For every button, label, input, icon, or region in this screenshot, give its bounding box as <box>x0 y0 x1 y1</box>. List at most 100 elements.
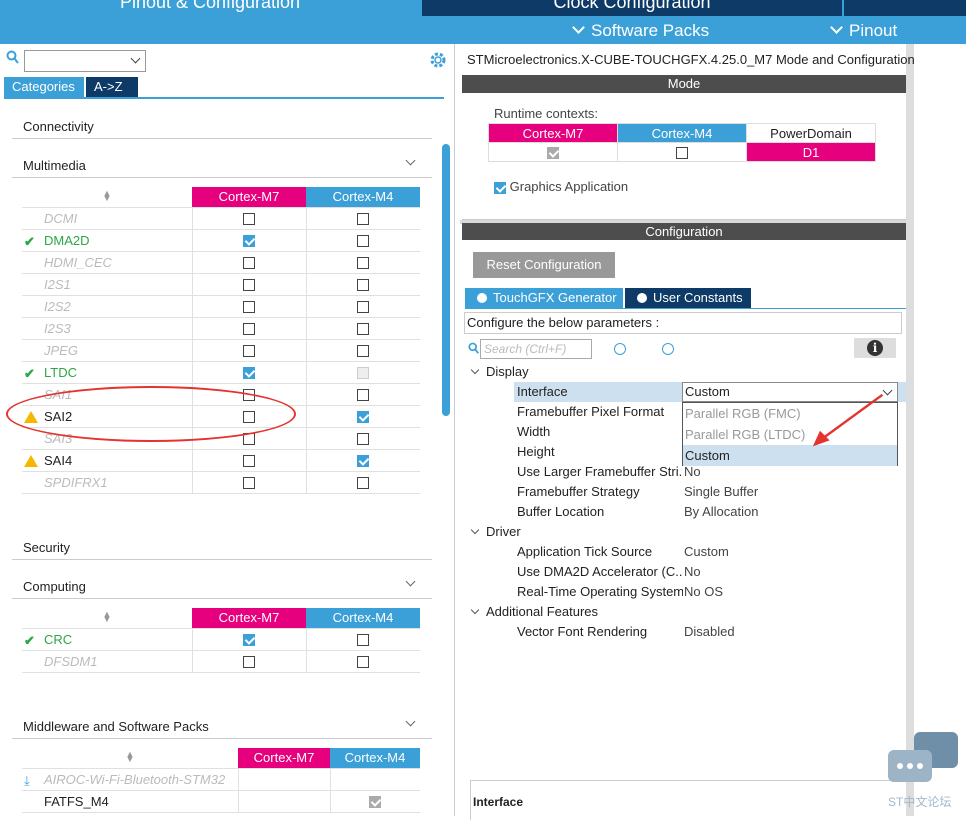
param-value[interactable]: Single Buffer <box>684 484 759 499</box>
interface-dropdown[interactable]: Custom <box>682 382 898 402</box>
previous-result-icon[interactable] <box>614 343 626 355</box>
section-computing[interactable]: Computing <box>12 573 432 599</box>
cortex-m4-checkbox[interactable] <box>357 656 370 669</box>
reset-configuration-button[interactable]: Reset Configuration <box>473 252 615 278</box>
gear-icon[interactable] <box>429 51 447 69</box>
section-connectivity[interactable]: Connectivity <box>12 113 481 139</box>
cortex-m7-checkbox[interactable] <box>243 279 255 292</box>
graphics-application-option[interactable]: Graphics Application <box>494 179 628 194</box>
param-key[interactable]: Application Tick Source <box>517 544 653 559</box>
cortex-m4-checkbox[interactable] <box>357 279 370 292</box>
table-row[interactable]: DFSDM1 <box>22 650 420 673</box>
cortex-m7-checkbox[interactable] <box>243 455 255 468</box>
table-row[interactable]: I2S2 <box>22 295 420 318</box>
chevron-down-icon[interactable] <box>130 53 141 64</box>
pinout-menu[interactable]: Pinout <box>830 18 897 44</box>
table-row[interactable]: SAI4 <box>22 449 420 472</box>
ip-name[interactable]: I2S2 <box>22 295 192 318</box>
param-key[interactable]: Real-Time Operating System <box>517 584 683 599</box>
table-row[interactable]: ✔ CRC <box>22 628 420 651</box>
cortex-m4-checkbox[interactable] <box>357 345 370 358</box>
section-middleware[interactable]: Middleware and Software Packs <box>12 713 432 739</box>
cortex-m7-checkbox[interactable] <box>243 477 255 490</box>
ip-name[interactable]: DCMI <box>22 207 192 230</box>
table-row[interactable]: HDMI_CEC <box>22 251 420 274</box>
group-display[interactable]: Display <box>470 362 529 382</box>
cortex-m7-checkbox[interactable] <box>243 301 255 314</box>
param-value[interactable]: No OS <box>684 584 724 599</box>
table-row[interactable]: DCMI <box>22 207 420 230</box>
param-key[interactable]: Interface <box>517 384 568 399</box>
param-value[interactable]: No <box>684 464 701 479</box>
cortex-m7-checkbox[interactable] <box>243 323 255 336</box>
cortex-m4-checkbox[interactable] <box>357 367 370 380</box>
cortex-m7-checkbox[interactable] <box>243 257 255 270</box>
cortex-m4-checkbox[interactable] <box>357 389 370 402</box>
option-custom[interactable]: Custom <box>683 445 897 466</box>
table-row[interactable]: ⤓ AIROC-Wi-Fi-Bluetooth-STM32 <box>22 768 420 791</box>
ip-name[interactable]: HDMI_CEC <box>22 251 192 274</box>
scrollbar-thumb[interactable] <box>442 144 450 416</box>
cortex-m7-checkbox[interactable] <box>243 213 255 226</box>
option-parallel-rgb-fmc[interactable]: Parallel RGB (FMC) <box>685 406 801 421</box>
category-search-combobox[interactable] <box>24 50 146 72</box>
ctx-m4-checkbox[interactable] <box>676 147 688 160</box>
parameter-search-input[interactable]: Search (Ctrl+F) <box>480 339 592 359</box>
cortex-m4-checkbox[interactable] <box>357 301 370 314</box>
ip-name[interactable]: I2S1 <box>22 273 192 296</box>
ip-name[interactable]: SAI4 <box>22 449 192 472</box>
power-domain-value[interactable]: D1 <box>746 142 876 162</box>
cortex-m7-checkbox[interactable] <box>243 634 255 647</box>
cortex-m4-checkbox[interactable] <box>369 796 382 809</box>
ctx-m7-checkbox[interactable] <box>547 147 559 160</box>
cortex-m7-checkbox[interactable] <box>243 235 255 248</box>
table-row[interactable]: FATFS_M4 <box>22 790 420 813</box>
param-key[interactable]: Use DMA2D Accelerator (C... <box>517 564 683 579</box>
ip-name[interactable]: DFSDM1 <box>22 650 192 673</box>
next-result-icon[interactable] <box>662 343 674 355</box>
ip-name[interactable]: FATFS_M4 <box>22 790 238 813</box>
cortex-m4-checkbox[interactable] <box>357 411 370 424</box>
param-value[interactable]: No <box>684 564 701 579</box>
ip-name[interactable]: ✔ CRC <box>22 628 192 651</box>
cortex-m7-checkbox[interactable] <box>243 656 255 669</box>
graphics-application-checkbox[interactable] <box>494 181 506 194</box>
group-additional-features[interactable]: Additional Features <box>470 602 598 622</box>
cortex-m7-checkbox[interactable] <box>243 367 255 380</box>
tab-touchgfx-generator[interactable]: TouchGFX Generator <box>465 288 623 308</box>
section-security[interactable]: Security <box>12 534 481 560</box>
tab-user-constants[interactable]: User Constants <box>625 288 751 308</box>
table-row[interactable]: ✔ DMA2D <box>22 229 420 252</box>
cortex-m4-checkbox[interactable] <box>357 257 370 270</box>
ip-name[interactable]: ✔ DMA2D <box>22 229 192 252</box>
sort-header[interactable]: ▲ ▼ <box>22 187 192 208</box>
cortex-m4-checkbox[interactable] <box>357 634 370 647</box>
tab-clock-configuration[interactable]: Clock Configuration <box>422 0 842 16</box>
cortex-m4-checkbox[interactable] <box>357 235 370 248</box>
info-button[interactable]: i <box>854 338 896 358</box>
table-row[interactable]: ✔ LTDC <box>22 361 420 384</box>
section-multimedia[interactable]: Multimedia <box>12 152 432 178</box>
tab-a-z[interactable]: A->Z <box>86 77 138 97</box>
param-key[interactable]: Framebuffer Strategy <box>517 484 640 499</box>
table-row[interactable]: SPDIFRX1 <box>22 471 420 494</box>
cortex-m4-checkbox[interactable] <box>357 455 370 468</box>
table-row[interactable]: I2S3 <box>22 317 420 340</box>
software-packs-menu[interactable]: Software Packs <box>572 18 709 44</box>
param-key[interactable]: Vector Font Rendering <box>517 624 648 639</box>
ip-name[interactable]: ⤓ AIROC-Wi-Fi-Bluetooth-STM32 <box>22 768 238 791</box>
table-row[interactable]: I2S1 <box>22 273 420 296</box>
param-key[interactable]: Framebuffer Pixel Format <box>517 404 665 419</box>
ip-name[interactable]: I2S3 <box>22 317 192 340</box>
param-value[interactable]: By Allocation <box>684 504 759 519</box>
cortex-m4-checkbox[interactable] <box>357 477 370 490</box>
param-key[interactable]: Use Larger Framebuffer Stri... <box>517 464 683 479</box>
group-driver[interactable]: Driver <box>470 522 521 542</box>
sort-header[interactable]: ▲ ▼ <box>22 748 238 769</box>
tab-extra[interactable] <box>844 0 966 16</box>
param-key[interactable]: Height <box>517 444 555 459</box>
tab-pinout-configuration[interactable]: Pinout & Configuration <box>119 0 301 12</box>
cortex-m4-checkbox[interactable] <box>357 433 370 446</box>
param-key[interactable]: Buffer Location <box>517 504 605 519</box>
cortex-m4-checkbox[interactable] <box>357 213 370 226</box>
